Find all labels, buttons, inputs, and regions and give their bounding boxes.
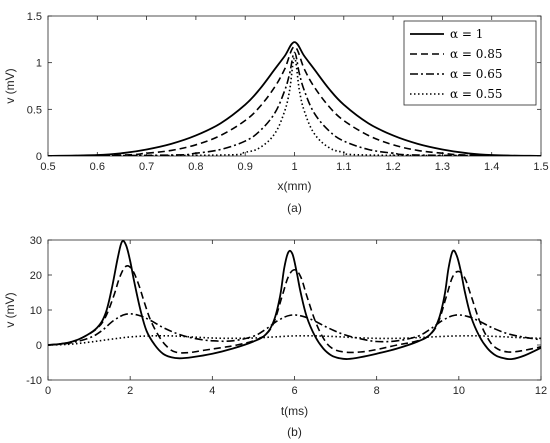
chart-b-x-axis-label: t(ms) xyxy=(281,404,308,418)
chart-b-series-line-2 xyxy=(48,265,541,354)
chart-a-legend-entry: α = 0.55 xyxy=(450,87,503,101)
chart-a-caption: (a) xyxy=(287,201,302,215)
chart-a-series-line-3 xyxy=(48,51,541,156)
chart-a-series-line-1 xyxy=(48,41,541,156)
chart-a-x-tick-label: 1.4 xyxy=(484,161,499,173)
chart-a-x-tick-label: 1 xyxy=(291,161,297,173)
chart-b-y-tick-label: -10 xyxy=(26,375,42,387)
chart-b-y-tick-label: 30 xyxy=(30,235,42,247)
chart-a-legend-entry: α = 0.65 xyxy=(450,67,503,81)
chart-a-y-tick-label: 1.5 xyxy=(27,11,42,23)
chart-b-series-line-1 xyxy=(48,240,541,361)
chart-a-y-axis-label: v (mV) xyxy=(3,68,17,103)
chart-a-y-tick-label: 0.5 xyxy=(27,104,42,116)
chart-a-x-tick-label: 0.8 xyxy=(188,161,203,173)
chart-b-x-tick-label: 8 xyxy=(374,385,380,397)
chart-b-series-line-4 xyxy=(48,334,541,346)
chart-b-x-tick-label: 10 xyxy=(453,385,465,397)
chart-b-y-axis-label: v (mV) xyxy=(3,292,17,327)
chart-b-x-tick-label: 6 xyxy=(291,385,297,397)
chart-a-x-tick-label: 1.5 xyxy=(533,161,548,173)
chart-a-x-tick-label: 1.3 xyxy=(435,161,450,173)
chart-a-x-tick-label: 0.5 xyxy=(40,161,55,173)
chart-a-x-tick-label: 1.2 xyxy=(385,161,400,173)
chart-panel-a: 0.5 0.6 0.7 0.8 0.9 1 1.1 1.2 1.3 1.4 1.500.511.5x… xyxy=(3,11,549,215)
chart-b-series-line-3 xyxy=(48,313,541,346)
chart-b-y-tick-label: 10 xyxy=(30,305,42,317)
chart-a-series-line-4 xyxy=(48,57,541,156)
chart-a-y-tick-label: 0 xyxy=(36,151,42,163)
chart-a-x-tick-label: 0.6 xyxy=(90,161,105,173)
chart-a-y-tick-label: 1 xyxy=(36,58,42,70)
chart-b-x-tick-label: 4 xyxy=(209,385,215,397)
chart-a-legend-entry: α = 0.85 xyxy=(450,47,503,61)
chart-b-x-tick-label: 12 xyxy=(535,385,547,397)
chart-a-legend: α = 1 α = 0.85 α = 0.65 α = 0.55 xyxy=(403,20,537,106)
chart-a-x-tick-label: 0.7 xyxy=(139,161,154,173)
chart-a-legend-entry: α = 1 xyxy=(450,27,483,41)
chart-b-x-tick-label: 2 xyxy=(127,385,133,397)
chart-b-caption: (b) xyxy=(287,425,302,439)
chart-b-y-tick-label: 0 xyxy=(36,340,42,352)
chart-a-x-tick-label: 1.1 xyxy=(336,161,351,173)
chart-a-legend-box xyxy=(403,20,537,106)
chart-b-x-tick-label: 0 xyxy=(45,385,51,397)
chart-b-y-tick-label: 20 xyxy=(30,270,42,282)
chart-a-x-axis-label: x(mm) xyxy=(278,179,312,193)
chart-a-x-tick-label: 0.9 xyxy=(238,161,253,173)
